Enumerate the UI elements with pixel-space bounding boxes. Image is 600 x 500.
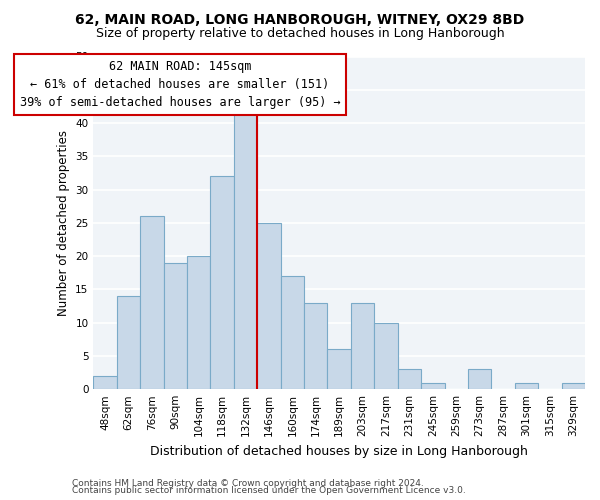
Bar: [398, 369, 421, 389]
X-axis label: Distribution of detached houses by size in Long Hanborough: Distribution of detached houses by size …: [150, 444, 528, 458]
Text: 62 MAIN ROAD: 145sqm
← 61% of detached houses are smaller (151)
39% of semi-deta: 62 MAIN ROAD: 145sqm ← 61% of detached h…: [20, 60, 340, 109]
Bar: [281, 276, 304, 389]
Text: Size of property relative to detached houses in Long Hanborough: Size of property relative to detached ho…: [95, 28, 505, 40]
Bar: [351, 302, 374, 389]
Bar: [187, 256, 211, 389]
Bar: [304, 302, 328, 389]
Bar: [164, 263, 187, 389]
Bar: [374, 322, 398, 389]
Bar: [515, 382, 538, 389]
Bar: [468, 369, 491, 389]
Bar: [117, 296, 140, 389]
Text: 62, MAIN ROAD, LONG HANBOROUGH, WITNEY, OX29 8BD: 62, MAIN ROAD, LONG HANBOROUGH, WITNEY, …: [76, 12, 524, 26]
Bar: [140, 216, 164, 389]
Bar: [562, 382, 585, 389]
Text: Contains HM Land Registry data © Crown copyright and database right 2024.: Contains HM Land Registry data © Crown c…: [72, 478, 424, 488]
Bar: [211, 176, 234, 389]
Bar: [234, 110, 257, 389]
Bar: [257, 223, 281, 389]
Y-axis label: Number of detached properties: Number of detached properties: [57, 130, 70, 316]
Bar: [94, 376, 117, 389]
Text: Contains public sector information licensed under the Open Government Licence v3: Contains public sector information licen…: [72, 486, 466, 495]
Bar: [328, 350, 351, 389]
Bar: [421, 382, 445, 389]
